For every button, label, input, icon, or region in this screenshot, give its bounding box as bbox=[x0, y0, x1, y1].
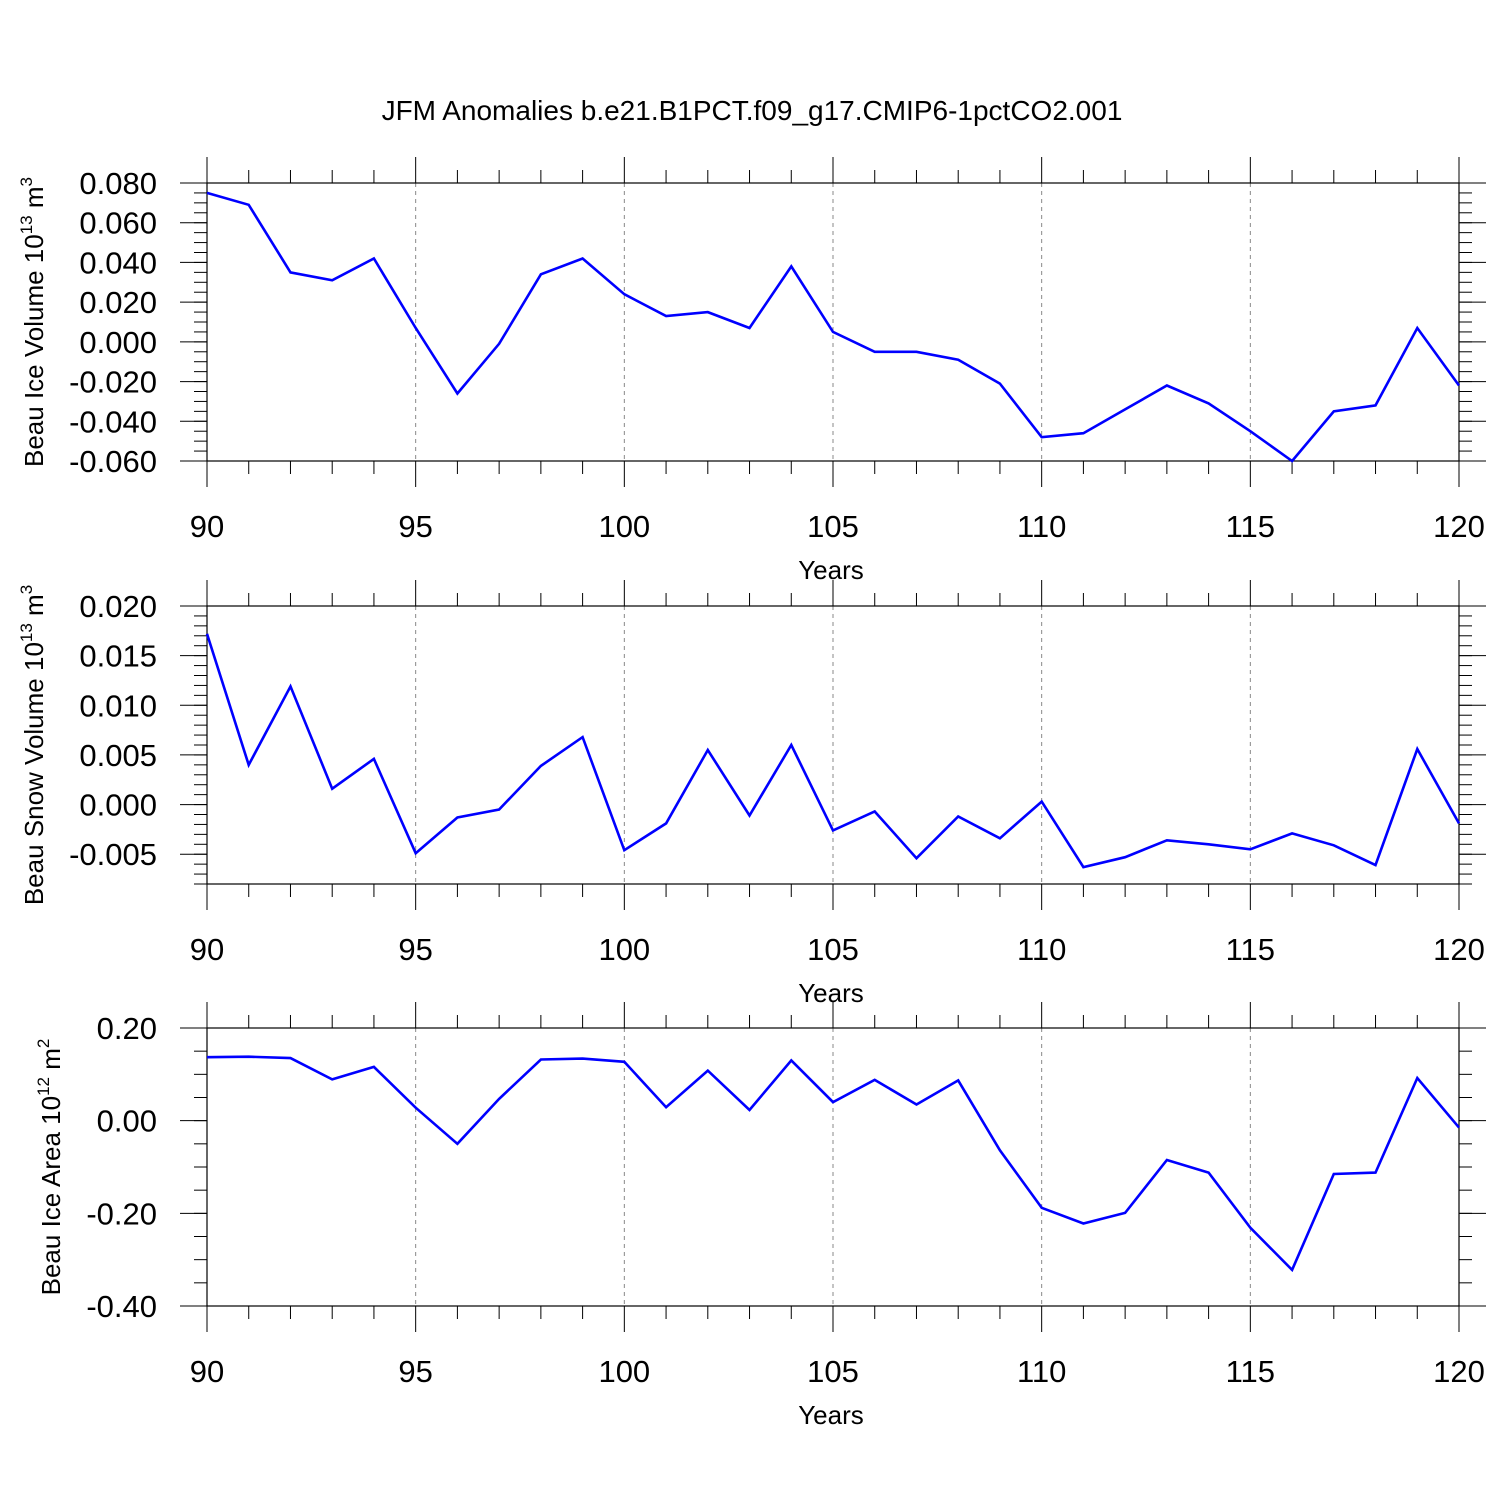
x-axis-title: Years bbox=[798, 978, 864, 1008]
x-tick-label: 90 bbox=[190, 1354, 224, 1389]
y-axis-title-part: m bbox=[36, 1048, 66, 1077]
y-axis-title: Beau Ice Area 1012 m2 bbox=[34, 1039, 66, 1296]
y-axis-title-part: Beau Snow Volume 10 bbox=[19, 642, 49, 905]
y-tick-label: 0.20 bbox=[97, 1011, 157, 1046]
panel-2: 90 95 100 105 110 115 120 0.020 0.015 0.010 0.005 0… bbox=[17, 580, 1486, 1008]
y-axis-title: Beau Ice Volume 1013 m3 bbox=[17, 177, 49, 467]
y-axis-title-part: Beau Ice Volume 10 bbox=[19, 234, 49, 467]
y-axis-title-superscript: 3 bbox=[17, 177, 36, 186]
y-axis-title-part: Beau Ice Area 10 bbox=[36, 1096, 66, 1295]
x-tick-label: 95 bbox=[398, 932, 432, 967]
x-tick-label: 120 bbox=[1433, 932, 1485, 967]
y-tick-label: -0.40 bbox=[86, 1289, 157, 1324]
y-axis-title-part: m bbox=[19, 186, 49, 215]
y-tick-label: 0.080 bbox=[79, 166, 157, 201]
panel-3: 90 95 100 105 110 115 120 0.20 0.00 -0.20 -0.40 Yea… bbox=[34, 1002, 1486, 1430]
x-tick-label: 120 bbox=[1433, 1354, 1485, 1389]
figure-title: JFM Anomalies b.e21.B1PCT.f09_g17.CMIP6-… bbox=[382, 95, 1123, 126]
y-tick-label: 0.040 bbox=[79, 245, 157, 280]
y-tick-label: 0.000 bbox=[79, 325, 157, 360]
x-axis-title: Years bbox=[798, 555, 864, 585]
x-tick-label: 110 bbox=[1017, 932, 1066, 967]
y-tick-label: 0.015 bbox=[79, 639, 157, 674]
x-tick-label: 115 bbox=[1226, 509, 1275, 544]
series-line bbox=[206, 1055, 1460, 1273]
panels: 90 95 100 105 110 115 120 0.080 0.060 0.040 0.020 0… bbox=[17, 157, 1486, 1430]
panel-1: 90 95 100 105 110 115 120 0.080 0.060 0.040 0.020 0… bbox=[17, 157, 1486, 585]
x-tick-label: 100 bbox=[598, 1354, 650, 1389]
x-axis-title: Years bbox=[798, 1400, 864, 1430]
x-tick-label: 105 bbox=[807, 1354, 859, 1389]
x-tick-label: 120 bbox=[1433, 509, 1485, 544]
y-tick-label: -0.040 bbox=[69, 404, 157, 439]
y-tick-label: 0.005 bbox=[79, 738, 157, 773]
y-axis-title: Beau Snow Volume 1013 m3 bbox=[17, 585, 49, 905]
x-tick-label: 100 bbox=[598, 932, 650, 967]
y-tick-label: -0.005 bbox=[69, 837, 157, 872]
y-axis-title-part: m bbox=[19, 594, 49, 623]
y-axis-title-superscript: 13 bbox=[17, 623, 36, 642]
y-axis-title-superscript: 12 bbox=[34, 1077, 53, 1096]
x-tick-label: 90 bbox=[190, 932, 224, 967]
x-tick-label: 105 bbox=[807, 932, 859, 967]
y-tick-label: 0.000 bbox=[79, 788, 157, 823]
series-line bbox=[206, 191, 1461, 463]
y-axis-title-superscript: 2 bbox=[34, 1039, 53, 1048]
x-tick-label: 105 bbox=[807, 509, 859, 544]
x-tick-label: 95 bbox=[398, 509, 432, 544]
y-tick-label: -0.20 bbox=[86, 1196, 157, 1231]
y-tick-label: -0.020 bbox=[69, 365, 157, 400]
series-line bbox=[205, 633, 1461, 869]
y-tick-label: 0.00 bbox=[97, 1104, 157, 1139]
y-axis-title-superscript: 13 bbox=[17, 215, 36, 234]
x-tick-label: 95 bbox=[398, 1354, 432, 1389]
y-tick-label: 0.020 bbox=[79, 589, 157, 624]
y-tick-label: 0.020 bbox=[79, 285, 157, 320]
x-tick-label: 110 bbox=[1017, 509, 1066, 544]
y-axis-title-superscript: 3 bbox=[17, 585, 36, 594]
y-tick-label: -0.060 bbox=[69, 444, 157, 479]
x-tick-label: 110 bbox=[1017, 1354, 1066, 1389]
x-tick-label: 90 bbox=[190, 509, 224, 544]
x-tick-label: 115 bbox=[1226, 1354, 1275, 1389]
y-tick-label: 0.060 bbox=[79, 206, 157, 241]
y-tick-label: 0.010 bbox=[79, 688, 157, 723]
x-tick-label: 115 bbox=[1226, 932, 1275, 967]
x-tick-label: 100 bbox=[598, 509, 650, 544]
